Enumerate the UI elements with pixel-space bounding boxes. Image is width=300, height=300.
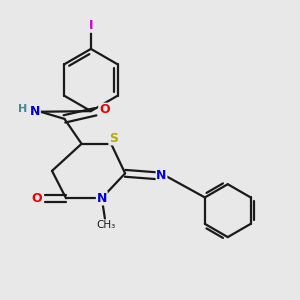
Text: N: N <box>156 169 167 182</box>
Text: H: H <box>19 104 28 114</box>
Text: N: N <box>97 192 107 205</box>
Text: O: O <box>32 192 42 205</box>
Text: S: S <box>109 132 118 145</box>
Text: CH₃: CH₃ <box>97 220 116 230</box>
Text: O: O <box>99 103 110 116</box>
Text: I: I <box>88 19 93 32</box>
Text: N: N <box>30 105 40 118</box>
